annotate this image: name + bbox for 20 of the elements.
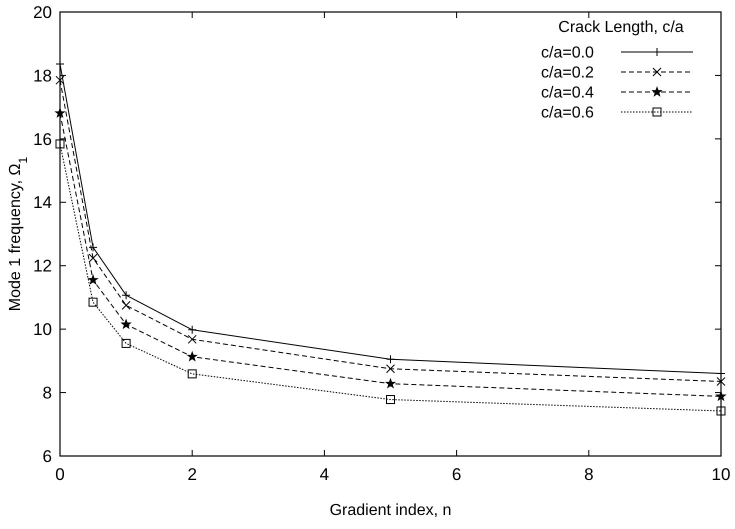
y-tick-label: 18 bbox=[33, 66, 52, 86]
x-tick-label: 8 bbox=[584, 465, 594, 484]
legend-label: c/a=0.4 bbox=[541, 84, 594, 102]
x-tick-label: 2 bbox=[187, 465, 197, 484]
legend-label: c/a=0.2 bbox=[541, 64, 594, 82]
legend-label: c/a=0.6 bbox=[541, 104, 594, 122]
x-tick-label: 0 bbox=[55, 465, 65, 484]
y-tick-label: 12 bbox=[33, 256, 52, 276]
y-tick-label: 6 bbox=[42, 446, 52, 466]
y-tick-label: 14 bbox=[33, 193, 52, 212]
x-tick-label: 4 bbox=[320, 465, 330, 484]
x-axis-title: Gradient index, n bbox=[330, 502, 452, 519]
y-tick-label: 20 bbox=[33, 2, 52, 22]
y-tick-label: 16 bbox=[33, 130, 52, 149]
legend-label: c/a=0.0 bbox=[541, 44, 594, 62]
x-tick-label: 6 bbox=[452, 465, 462, 484]
y-tick-label: 8 bbox=[42, 384, 52, 403]
legend-title: Crack Length, c/a bbox=[558, 19, 684, 36]
x-tick-label: 10 bbox=[712, 465, 730, 484]
y-tick-label: 10 bbox=[33, 320, 52, 340]
